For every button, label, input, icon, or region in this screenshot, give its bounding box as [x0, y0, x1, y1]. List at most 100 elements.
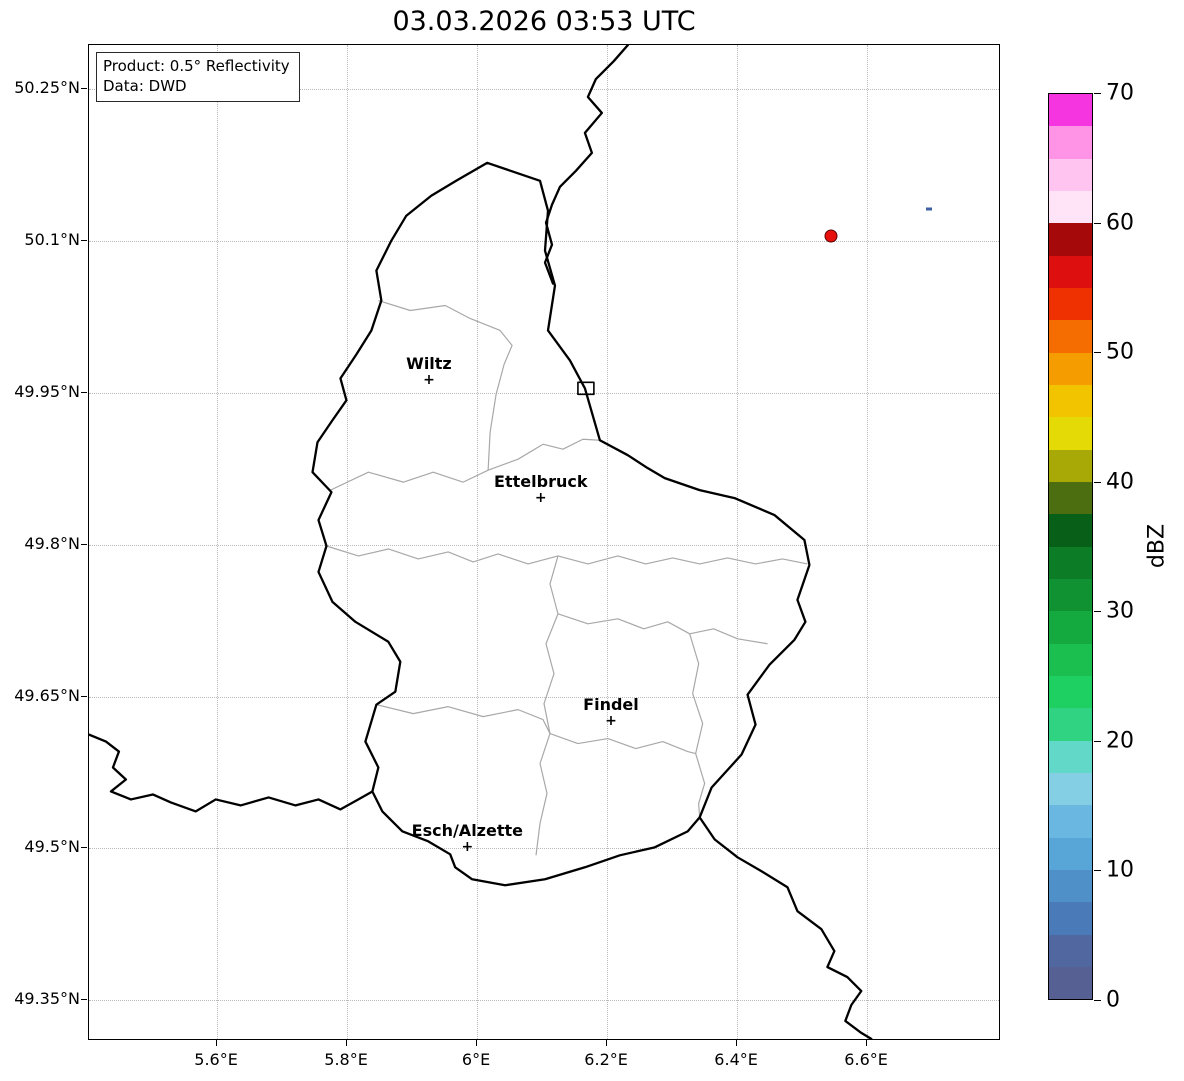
colorbar-tick-label: 60 — [1106, 210, 1134, 236]
x-tick-mark — [606, 1040, 608, 1046]
border-enclave-detail — [577, 381, 595, 396]
gridline-vertical — [347, 45, 349, 1039]
gridline-horizontal — [89, 1000, 999, 1002]
x-tick-mark — [866, 1040, 868, 1046]
x-tick-label: 6.2°E — [584, 1050, 628, 1069]
border-line-southeast-moselle — [698, 816, 873, 1039]
gridline-horizontal — [89, 240, 999, 242]
colorbar-tick-mark — [1094, 352, 1101, 354]
gridline-vertical — [737, 45, 739, 1039]
gridline-horizontal — [89, 544, 999, 546]
figure-title: 03.03.2026 03:53 UTC — [392, 6, 696, 37]
colorbar-segment — [1049, 966, 1092, 1000]
y-tick-label: 49.5°N — [24, 837, 80, 857]
y-tick-mark — [81, 239, 87, 241]
y-tick-mark — [81, 695, 87, 697]
gridline-vertical — [477, 45, 479, 1039]
radar-echo-2 — [925, 207, 932, 211]
plot-area: Product: 0.5° Reflectivity Data: DWD + Wi… — [88, 44, 1000, 1040]
x-tick-mark — [736, 1040, 738, 1046]
national-borders — [89, 45, 873, 1039]
colorbar-tick-label: 30 — [1106, 598, 1134, 624]
colorbar-segment — [1049, 384, 1092, 418]
colorbar-tick-label: 20 — [1106, 728, 1134, 754]
colorbar-segment — [1049, 675, 1092, 709]
city-label-findel: Findel — [583, 694, 639, 714]
y-tick-mark — [81, 999, 87, 1001]
y-tick-label: 49.65°N — [14, 685, 80, 705]
city-marker-wiltz: + — [423, 372, 435, 389]
colorbar — [1048, 93, 1093, 1000]
colorbar-segment — [1049, 611, 1092, 644]
x-tick-label: 5.8°E — [324, 1050, 368, 1069]
x-tick-label: 6.4°E — [714, 1050, 758, 1069]
y-tick-label: 50.25°N — [14, 77, 80, 97]
y-tick-mark — [81, 391, 87, 393]
city-label-esch-alzette: Esch/Alzette — [411, 821, 523, 841]
colorbar-tick-label: 70 — [1106, 80, 1134, 106]
country-border-luxembourg — [311, 161, 811, 887]
colorbar-segment — [1049, 223, 1092, 256]
product-info-line2: Data: DWD — [103, 77, 187, 96]
colorbar-segment — [1049, 514, 1092, 547]
city-label-wiltz: Wiltz — [406, 354, 452, 374]
colorbar-tick-mark — [1094, 611, 1101, 613]
colorbar-segment — [1049, 417, 1092, 450]
map-svg — [89, 45, 873, 1039]
colorbar-tick-mark — [1094, 1000, 1101, 1001]
colorbar-segment — [1049, 902, 1092, 935]
colorbar-tick-mark — [1094, 93, 1101, 94]
colorbar-tick-mark — [1094, 481, 1101, 483]
gridline-horizontal — [89, 696, 999, 698]
colorbar-segment — [1049, 708, 1092, 741]
colorbar-tick-mark — [1094, 870, 1101, 872]
x-tick-mark — [476, 1040, 478, 1046]
border-line-north — [543, 45, 629, 285]
gridline-vertical — [607, 45, 609, 1039]
y-tick-mark — [81, 87, 87, 89]
gridline-vertical — [217, 45, 219, 1039]
colorbar-tick-label: 10 — [1106, 857, 1134, 883]
x-tick-mark — [216, 1040, 218, 1046]
gridline-horizontal — [89, 392, 999, 394]
y-tick-label: 49.95°N — [14, 381, 80, 401]
gridline-horizontal — [89, 848, 999, 850]
colorbar-segment — [1049, 320, 1092, 353]
colorbar-segment — [1049, 126, 1092, 159]
colorbar-segment — [1049, 837, 1092, 870]
city-marker-ettelbruck: + — [534, 489, 547, 506]
city-label-ettelbruck: Ettelbruck — [494, 471, 588, 491]
gridline-vertical — [867, 45, 869, 1039]
y-tick-mark — [81, 543, 87, 545]
colorbar-segment — [1049, 934, 1092, 967]
gridline-horizontal — [89, 88, 999, 90]
x-tick-mark — [346, 1040, 348, 1046]
x-tick-label: 6°E — [461, 1050, 491, 1069]
city-marker-esch-alzette: + — [461, 839, 474, 856]
y-tick-label: 49.8°N — [24, 533, 80, 553]
colorbar-segment — [1049, 287, 1092, 321]
border-line-southwest — [89, 733, 374, 813]
colorbar-segment — [1049, 772, 1092, 806]
colorbar-segment — [1049, 643, 1092, 676]
x-tick-label: 5.6°E — [194, 1050, 238, 1069]
city-marker-findel: + — [605, 712, 617, 729]
colorbar-segment — [1049, 481, 1092, 515]
colorbar-segment — [1049, 740, 1092, 773]
colorbar-segment — [1049, 805, 1092, 838]
colorbar-segment — [1049, 352, 1092, 385]
colorbar-segment — [1049, 869, 1092, 903]
colorbar-segment — [1049, 158, 1092, 191]
colorbar-segment — [1049, 578, 1092, 612]
radar-echo-1 — [824, 229, 838, 243]
district-borders — [326, 299, 808, 856]
colorbar-axis-label: dBZ — [1144, 523, 1170, 569]
colorbar-tick-label: 40 — [1106, 469, 1134, 495]
colorbar-segment — [1049, 94, 1092, 127]
colorbar-tick-label: 50 — [1106, 339, 1134, 365]
y-tick-label: 49.35°N — [14, 989, 80, 1009]
colorbar-tick-label: 0 — [1106, 987, 1120, 1013]
colorbar-segment — [1049, 546, 1092, 579]
product-info-box: Product: 0.5° Reflectivity Data: DWD — [96, 52, 300, 102]
